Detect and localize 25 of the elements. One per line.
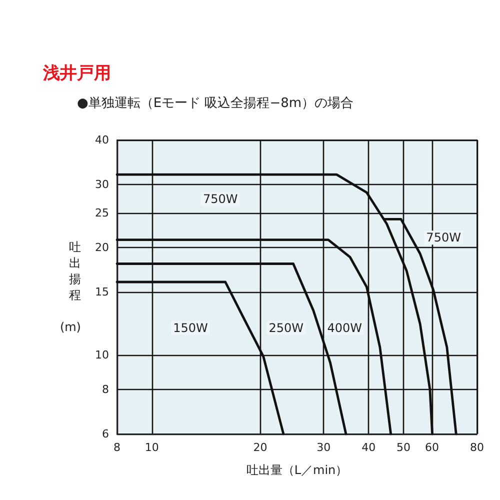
annotation: 750W [203,192,238,206]
y-tick-label: 15 [95,286,109,298]
x-tick-label: 60 [425,441,440,454]
y-tick-label: 10 [95,348,109,362]
y-tick-label: 25 [95,206,109,220]
y-tick-label: 30 [95,178,109,192]
x-tick-label: 30 [316,441,331,454]
x-tick-label: 40 [362,441,376,454]
y-tick-label: 20 [95,240,109,254]
annotation: 150W [173,320,208,335]
chart-title: 浅井戸用 [42,64,111,84]
annotation: 250W [268,320,304,335]
annotation: 400W [327,320,362,335]
chart-subtitle: ●単独運転（Eモード 吸込全揚程−8m）の場合 [77,96,354,111]
x-tick-label: 20 [253,441,268,454]
x-tick-label: 80 [470,441,484,454]
annotation: 750W [426,230,462,245]
x-tick-label: 8 [114,441,120,454]
x-tick-label: 50 [396,441,411,454]
y-tick-label: 6 [102,428,109,440]
x-axis-title: 吐出量（L／min） [246,463,348,477]
x-tick-label: 10 [144,441,159,454]
y-tick-label: 8 [102,382,109,396]
text: 吐出揚程(m) [60,240,81,334]
y-tick-label: 40 [95,134,109,146]
